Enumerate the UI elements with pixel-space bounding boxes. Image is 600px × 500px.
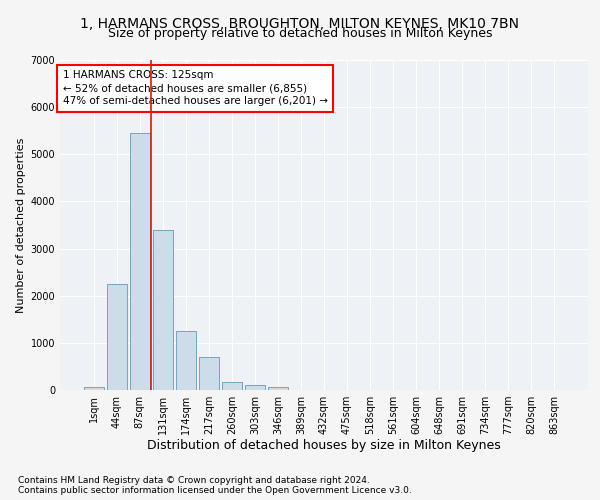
- Bar: [130, 133, 149, 390]
- Text: Contains public sector information licensed under the Open Government Licence v3: Contains public sector information licen…: [18, 486, 412, 495]
- Y-axis label: Number of detached properties: Number of detached properties: [16, 138, 26, 312]
- Text: 1, HARMANS CROSS, BROUGHTON, MILTON KEYNES, MK10 7BN: 1, HARMANS CROSS, BROUGHTON, MILTON KEYN…: [80, 18, 520, 32]
- Text: Contains HM Land Registry data © Crown copyright and database right 2024.: Contains HM Land Registry data © Crown c…: [18, 476, 370, 485]
- Bar: [176, 331, 196, 390]
- Bar: [245, 384, 265, 390]
- Bar: [153, 230, 173, 390]
- Text: 1 HARMANS CROSS: 125sqm
← 52% of detached houses are smaller (6,855)
47% of semi: 1 HARMANS CROSS: 125sqm ← 52% of detache…: [62, 70, 328, 106]
- Bar: [222, 382, 242, 390]
- Bar: [84, 386, 104, 390]
- Bar: [199, 357, 218, 390]
- X-axis label: Distribution of detached houses by size in Milton Keynes: Distribution of detached houses by size …: [147, 438, 501, 452]
- Text: Size of property relative to detached houses in Milton Keynes: Size of property relative to detached ho…: [108, 28, 492, 40]
- Bar: [268, 388, 288, 390]
- Bar: [107, 284, 127, 390]
